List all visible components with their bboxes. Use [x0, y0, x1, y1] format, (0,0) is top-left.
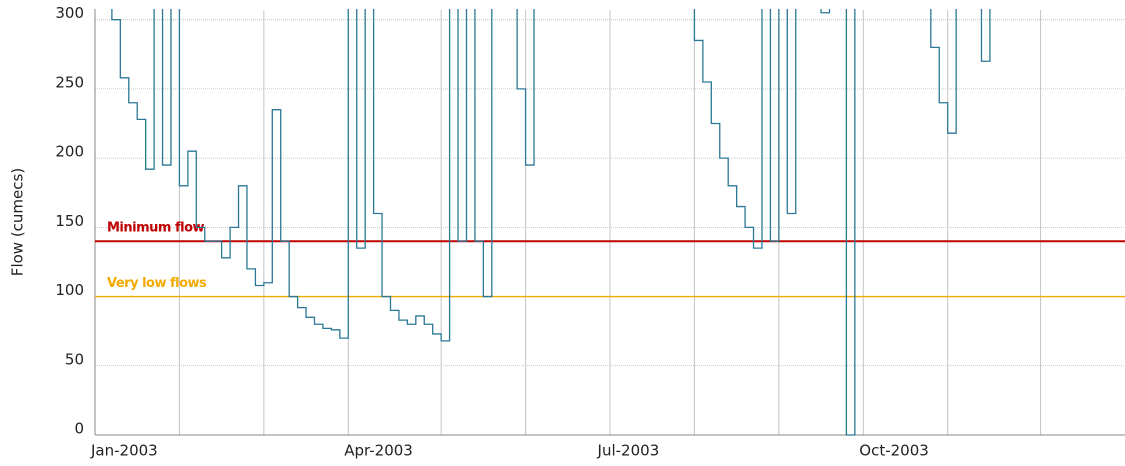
reference-label: Minimum flow [107, 221, 205, 236]
x-tick-label: Jan-2003 [90, 442, 158, 460]
reference-label: Very low flows [107, 276, 207, 291]
flow-line [111, 9, 991, 436]
y-tick-label: 100 [55, 281, 84, 299]
plot-area [111, 9, 991, 436]
x-tick-label: Oct-2003 [859, 442, 929, 460]
y-tick-label: 0 [74, 420, 84, 438]
y-tick-label: 250 [55, 73, 84, 91]
y-axis-label: Flow (cumecs) [9, 168, 27, 276]
x-tick-label: Apr-2003 [344, 442, 413, 460]
x-tick-label: Jul-2003 [597, 442, 660, 460]
y-tick-label: 200 [55, 143, 84, 161]
y-tick-label: 50 [65, 350, 84, 368]
y-tick-label: 150 [55, 212, 84, 230]
y-tick-label: 300 [55, 4, 84, 22]
